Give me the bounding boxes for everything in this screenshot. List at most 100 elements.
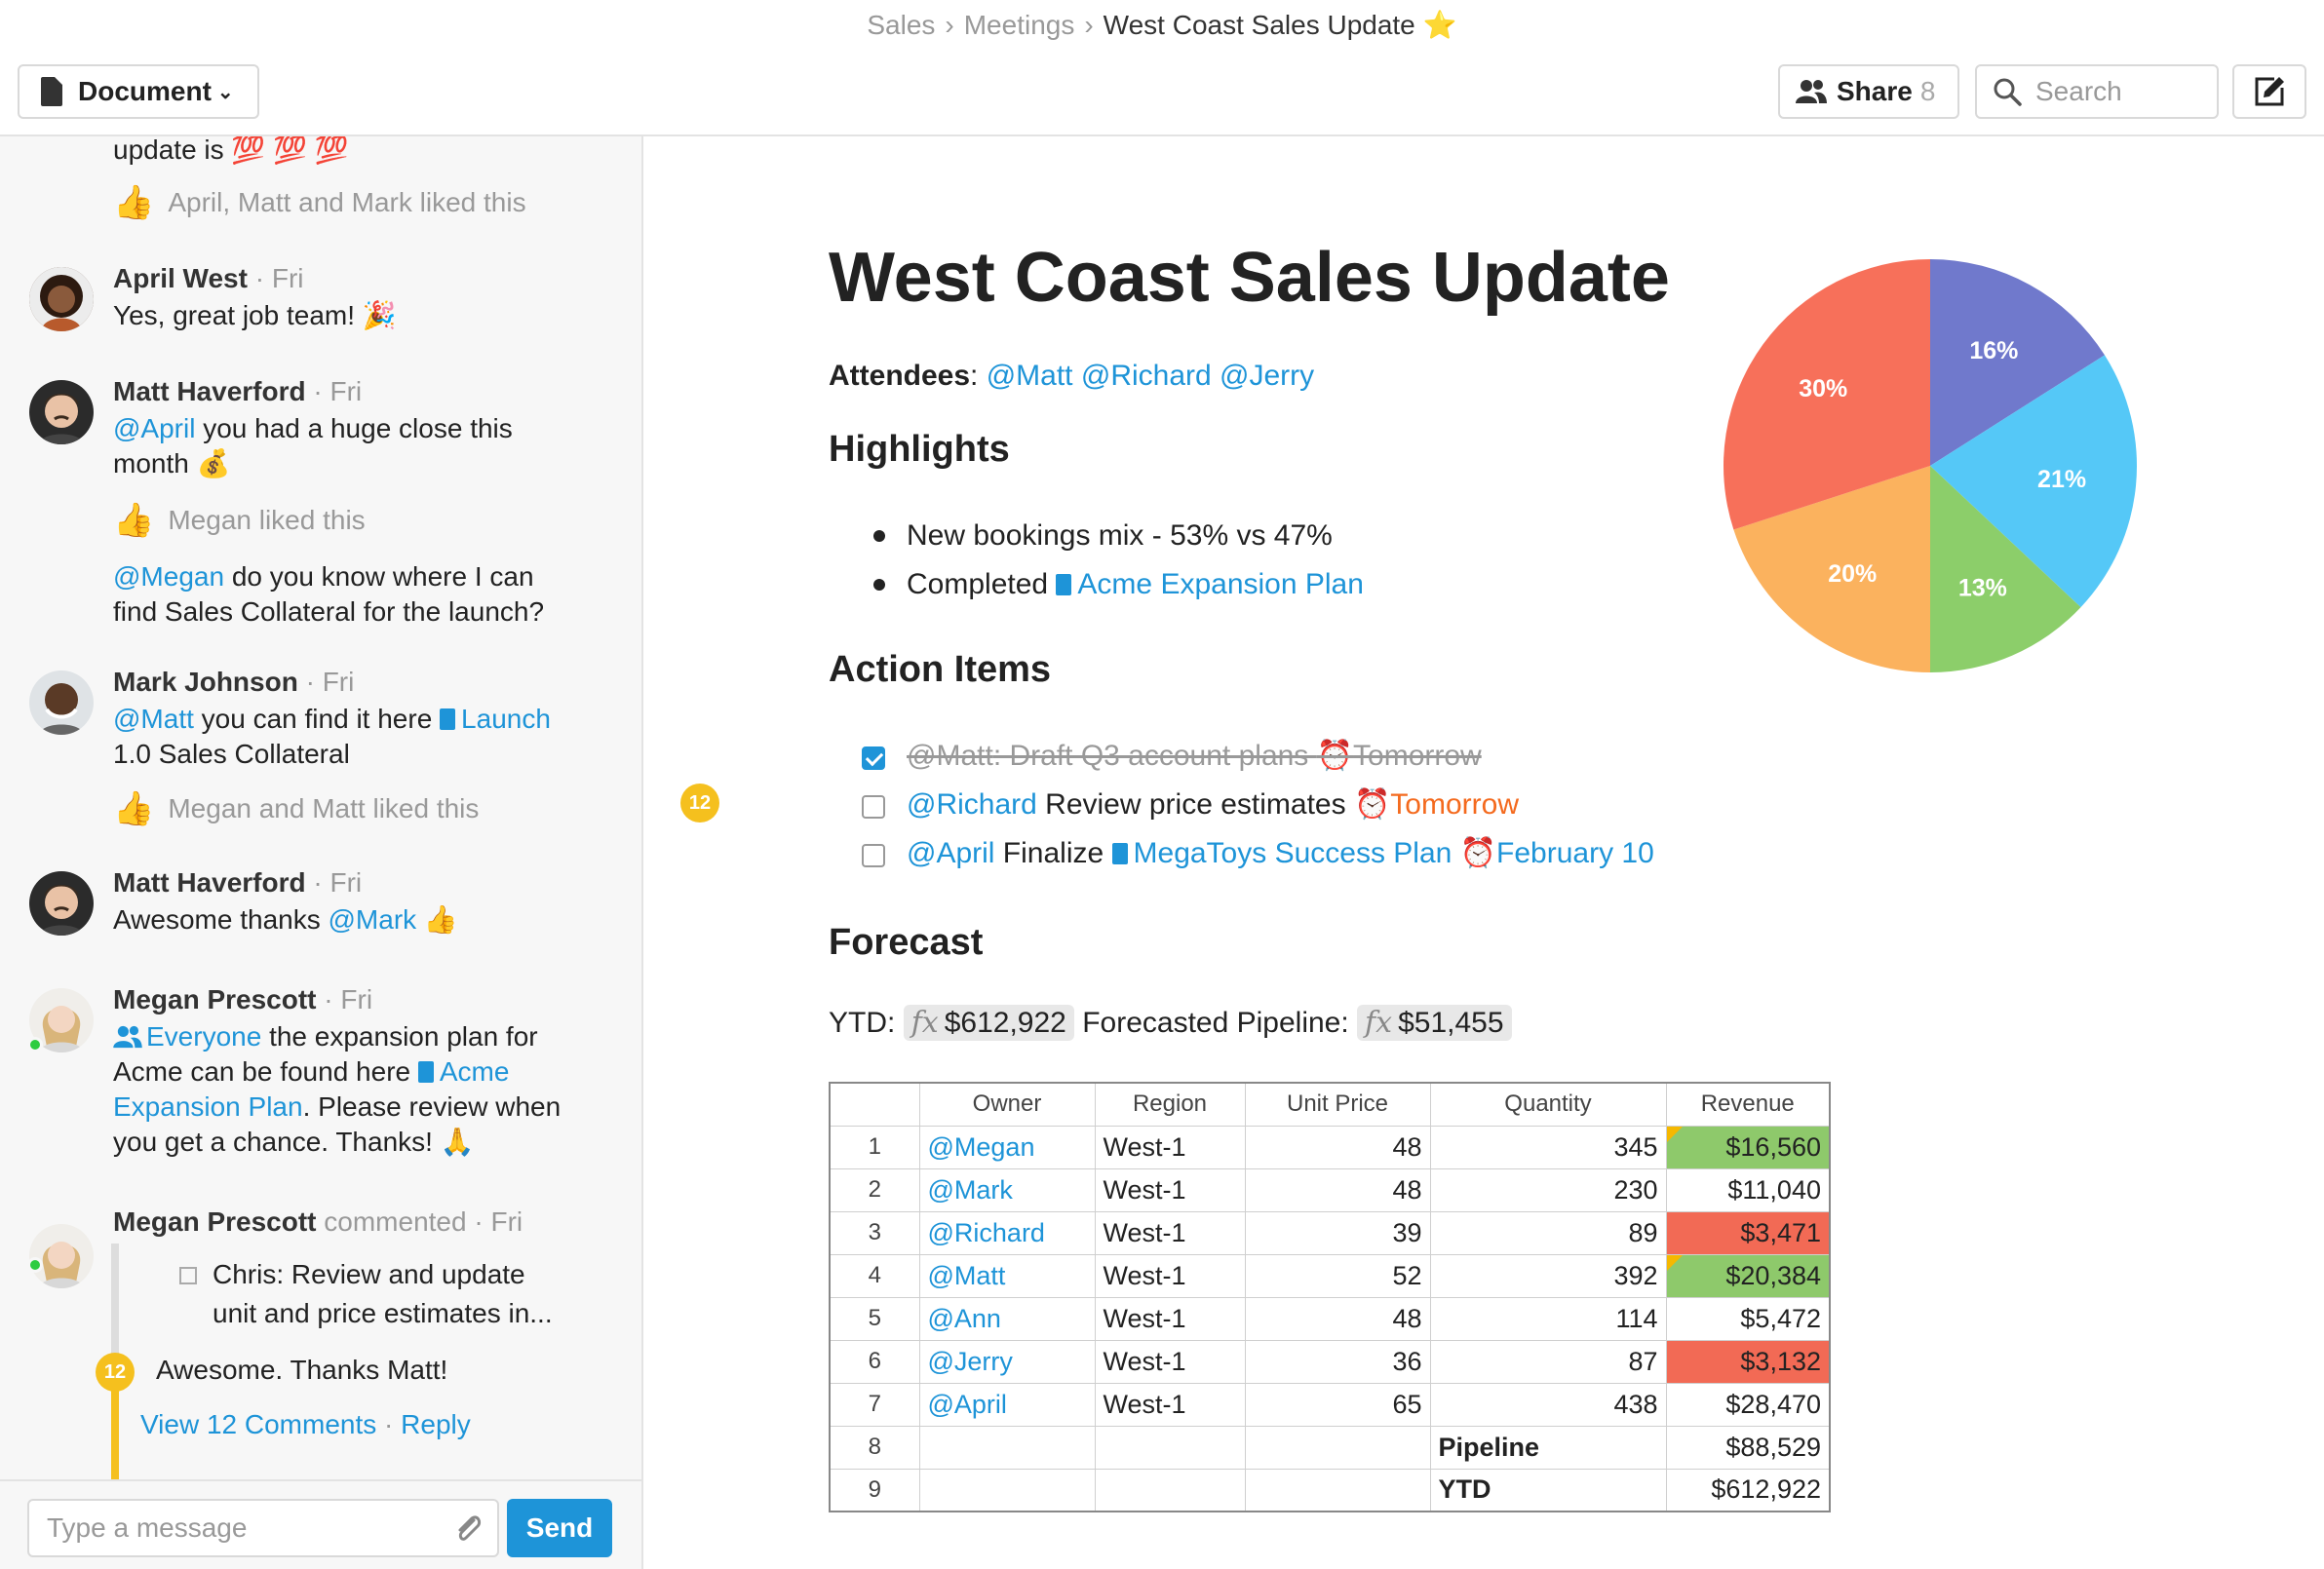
message-input[interactable]: Type a message (27, 1499, 499, 1557)
task-checkbox[interactable] (862, 844, 885, 867)
avatar[interactable] (29, 267, 94, 331)
summary-value-cell[interactable]: $612,922 (1665, 1468, 1831, 1512)
empty-cell[interactable] (1094, 1468, 1246, 1512)
summary-label-cell[interactable]: Pipeline (1429, 1425, 1667, 1470)
mention-link[interactable]: @Richard (1080, 360, 1212, 392)
sender-name[interactable]: Megan Prescott (113, 984, 317, 1014)
column-header[interactable]: Owner (918, 1082, 1096, 1127)
summary-value-cell[interactable]: $88,529 (1665, 1425, 1831, 1470)
document-menu-button[interactable]: Document ⌄ (18, 64, 259, 119)
region-cell[interactable]: West-1 (1094, 1125, 1246, 1169)
region-cell[interactable]: West-1 (1094, 1382, 1246, 1427)
quantity-cell[interactable]: 345 (1429, 1125, 1667, 1169)
revenue-cell[interactable]: $28,470 (1665, 1382, 1831, 1427)
owner-cell[interactable]: @Mark (918, 1167, 1096, 1212)
summary-label-cell[interactable]: YTD (1429, 1468, 1667, 1512)
empty-cell[interactable] (918, 1468, 1096, 1512)
empty-cell[interactable] (1244, 1425, 1431, 1470)
mention-link[interactable]: @Matt (986, 360, 1073, 392)
revenue-cell[interactable]: $3,471 (1665, 1210, 1831, 1255)
avatar[interactable] (29, 871, 94, 936)
unit-price-cell[interactable]: 52 (1244, 1253, 1431, 1298)
document-link[interactable]: 1.0 Sales Collateral (113, 739, 350, 769)
empty-cell[interactable] (918, 1425, 1096, 1470)
sender-name[interactable]: Megan Prescott (113, 1206, 317, 1237)
send-button[interactable]: Send (507, 1499, 612, 1557)
ytd-formula-chip[interactable]: fx $612,922 (903, 1005, 1074, 1041)
row-number[interactable]: 7 (829, 1382, 920, 1427)
owner-cell[interactable]: @Jerry (918, 1339, 1096, 1384)
row-number[interactable]: 9 (829, 1468, 920, 1512)
region-cell[interactable]: West-1 (1094, 1296, 1246, 1341)
sender-name[interactable]: Matt Haverford (113, 376, 306, 406)
owner-cell[interactable]: @Ann (918, 1296, 1096, 1341)
empty-cell[interactable] (1094, 1425, 1246, 1470)
search-input[interactable]: Search (1975, 64, 2219, 119)
due-date[interactable]: Tomorrow (1353, 740, 1482, 772)
like-summary[interactable]: 👍 Megan liked this (113, 503, 366, 538)
row-number[interactable]: 2 (829, 1167, 920, 1212)
owner-cell[interactable]: @Richard (918, 1210, 1096, 1255)
row-number[interactable]: 5 (829, 1296, 920, 1341)
view-comments-link[interactable]: View 12 Comments (140, 1409, 377, 1439)
revenue-cell[interactable]: $5,472 (1665, 1296, 1831, 1341)
star-icon[interactable]: ⭐ (1422, 10, 1457, 40)
sender-name[interactable]: Matt Haverford (113, 867, 306, 898)
mention-everyone[interactable]: Everyone (146, 1021, 262, 1052)
unit-price-cell[interactable]: 48 (1244, 1125, 1431, 1169)
mention-link[interactable]: @Richard (907, 788, 1037, 821)
column-header[interactable]: Region (1094, 1082, 1246, 1127)
like-summary[interactable]: 👍 Megan and Matt liked this (113, 791, 479, 826)
column-header[interactable]: Unit Price (1244, 1082, 1431, 1127)
mention-link[interactable]: @Matt (907, 740, 993, 772)
comment-count-badge[interactable]: 12 (96, 1353, 135, 1392)
quantity-cell[interactable]: 87 (1429, 1339, 1667, 1384)
mention-link[interactable]: @Mark (328, 904, 417, 935)
unit-price-cell[interactable]: 65 (1244, 1382, 1431, 1427)
unit-price-cell[interactable]: 36 (1244, 1339, 1431, 1384)
due-date[interactable]: Tomorrow (1390, 788, 1519, 821)
quoted-task[interactable]: Chris: Review and update (179, 1257, 610, 1292)
quantity-cell[interactable]: 438 (1429, 1382, 1667, 1427)
document-link[interactable]: MegaToys Success Plan (1133, 837, 1452, 869)
breadcrumb-meetings[interactable]: Meetings (963, 10, 1075, 40)
task-checkbox[interactable] (862, 795, 885, 819)
paperclip-icon[interactable] (454, 1512, 484, 1546)
document-link[interactable]: Acme (439, 1056, 510, 1087)
revenue-cell[interactable]: $16,560 (1665, 1125, 1831, 1169)
owner-cell[interactable]: @Matt (918, 1253, 1096, 1298)
breadcrumb-sales[interactable]: Sales (867, 10, 936, 40)
row-number[interactable]: 3 (829, 1210, 920, 1255)
quantity-cell[interactable]: 114 (1429, 1296, 1667, 1341)
row-number[interactable]: 1 (829, 1125, 920, 1169)
quantity-cell[interactable]: 230 (1429, 1167, 1667, 1212)
forecast-table[interactable]: Owner Region Unit Price Quantity Revenue… (829, 1082, 1831, 1512)
share-button[interactable]: Share 8 (1778, 64, 1959, 119)
revenue-cell[interactable]: $20,384 (1665, 1253, 1831, 1298)
document-link[interactable]: Acme Expansion Plan (1077, 568, 1364, 600)
region-cell[interactable]: West-1 (1094, 1253, 1246, 1298)
region-cell[interactable]: West-1 (1094, 1339, 1246, 1384)
task-checkbox[interactable] (862, 746, 885, 770)
revenue-cell[interactable]: $11,040 (1665, 1167, 1831, 1212)
mention-link[interactable]: @April (907, 837, 995, 869)
unit-price-cell[interactable]: 39 (1244, 1210, 1431, 1255)
avatar[interactable] (29, 1224, 94, 1288)
row-number[interactable]: 4 (829, 1253, 920, 1298)
sender-name[interactable]: April West (113, 263, 248, 293)
compose-button[interactable] (2232, 64, 2306, 119)
unit-price-cell[interactable]: 48 (1244, 1167, 1431, 1212)
revenue-cell[interactable]: $3,132 (1665, 1339, 1831, 1384)
unit-price-cell[interactable]: 48 (1244, 1296, 1431, 1341)
like-summary[interactable]: 👍 April, Matt and Mark liked this (113, 185, 526, 220)
region-cell[interactable]: West-1 (1094, 1167, 1246, 1212)
page-title[interactable]: West Coast Sales Update (829, 239, 1670, 317)
sender-name[interactable]: Mark Johnson (113, 667, 298, 697)
comment-count-badge[interactable]: 12 (680, 784, 719, 823)
mention-link[interactable]: @April (113, 413, 196, 443)
mention-link[interactable]: @Matt (113, 704, 194, 734)
owner-cell[interactable]: @Megan (918, 1125, 1096, 1169)
reply-link[interactable]: Reply (401, 1409, 471, 1439)
pipeline-formula-chip[interactable]: fx $51,455 (1357, 1005, 1512, 1041)
quantity-cell[interactable]: 89 (1429, 1210, 1667, 1255)
